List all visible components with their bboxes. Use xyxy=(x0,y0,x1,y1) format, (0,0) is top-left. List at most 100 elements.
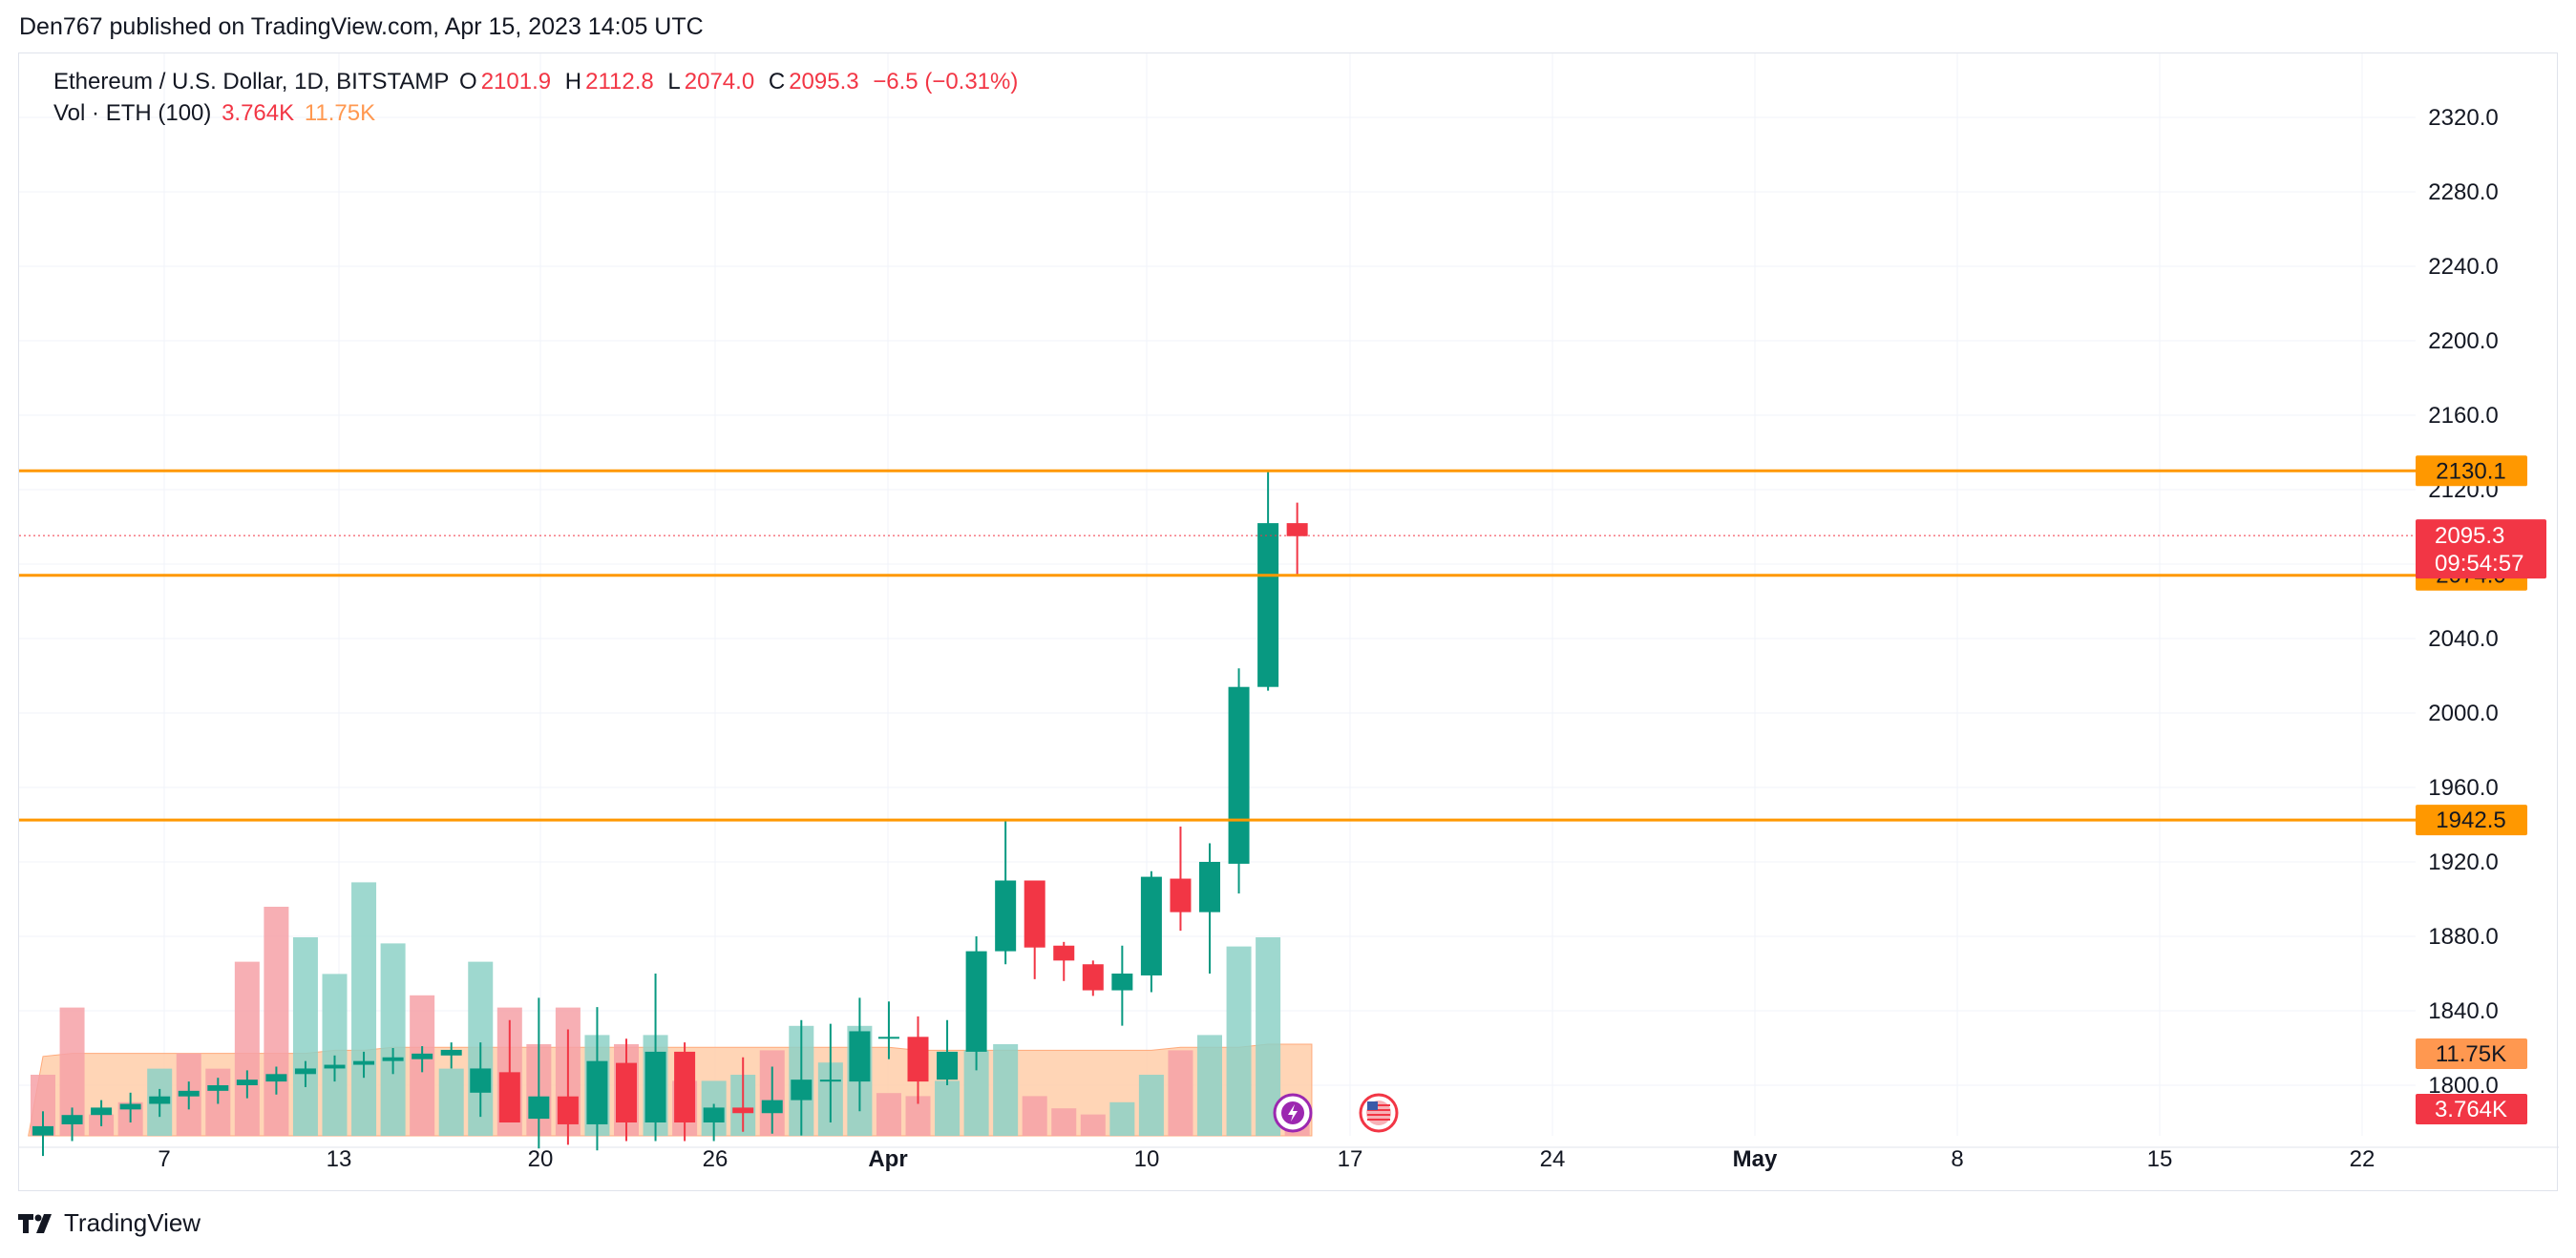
volume-bar xyxy=(1197,1035,1222,1136)
change-value: −6.5 (−0.31%) xyxy=(873,69,1019,94)
y-tick-label: 2200.0 xyxy=(2428,328,2498,354)
last-price-label: 2095.3 xyxy=(2435,523,2504,549)
high-label: H xyxy=(564,69,582,94)
candle-body xyxy=(819,1080,841,1082)
volume-bar xyxy=(1168,1050,1193,1136)
y-tick-label: 2040.0 xyxy=(2428,626,2498,652)
x-tick-label: 7 xyxy=(158,1146,170,1172)
candle-body xyxy=(965,951,987,1052)
x-tick-label: 8 xyxy=(1951,1146,1963,1172)
volume-bar xyxy=(351,882,377,1136)
volume-legend: Vol · ETH (100) 3.764K 11.75K xyxy=(53,100,379,127)
volume-current-badge xyxy=(2416,1094,2527,1124)
volume-bar xyxy=(234,961,260,1136)
volume-current-badge-label: 3.764K xyxy=(2435,1097,2507,1122)
chart-frame[interactable]: 2320.02280.02240.02200.02160.02120.02080… xyxy=(18,52,2559,1192)
volume-ma-badge-label: 11.75K xyxy=(2436,1041,2506,1067)
low-label: L xyxy=(667,69,681,94)
volume-label[interactable]: Vol · ETH (100) xyxy=(53,100,212,126)
us-flag-canton xyxy=(1367,1101,1378,1110)
candle-body xyxy=(178,1090,200,1097)
volume-bar xyxy=(1226,946,1252,1136)
candle-body xyxy=(1111,974,1133,991)
symbol-title[interactable]: Ethereum / U.S. Dollar, 1D, BITSTAMP xyxy=(53,69,450,94)
x-tick-label: 17 xyxy=(1338,1146,1363,1172)
low-value: 2074.0 xyxy=(684,69,755,94)
volume-bar xyxy=(1022,1096,1047,1136)
candle-body xyxy=(412,1053,433,1059)
lightning-event-icon[interactable] xyxy=(1273,1093,1313,1133)
y-tick-label: 1960.0 xyxy=(2428,775,2498,801)
x-tick-label: May xyxy=(1733,1146,1778,1172)
candle-body xyxy=(995,880,1017,952)
y-tick-label: 2320.0 xyxy=(2428,105,2498,131)
open-value: 2101.9 xyxy=(480,69,552,94)
volume-bar xyxy=(1138,1075,1164,1136)
countdown-label: 09:54:57 xyxy=(2435,551,2523,577)
candle-body xyxy=(149,1096,171,1104)
candle-body xyxy=(1082,964,1104,991)
volume-bar xyxy=(1109,1101,1135,1136)
candle-body xyxy=(61,1115,83,1124)
close-value: 2095.3 xyxy=(789,69,859,94)
published-by-text: Den767 published on TradingView.com, Apr… xyxy=(19,13,704,40)
candle-body xyxy=(265,1074,287,1082)
candle-body xyxy=(1053,945,1075,961)
volume-bar xyxy=(1080,1114,1106,1136)
candle-body xyxy=(1140,876,1162,975)
candle-body xyxy=(1286,523,1308,536)
level-price-label: 2130.1 xyxy=(2436,458,2505,484)
tradingview-logo-icon xyxy=(18,1213,52,1233)
volume-ma-value: 11.75K xyxy=(304,100,376,126)
x-tick-label: 26 xyxy=(703,1146,728,1172)
y-tick-label: 2280.0 xyxy=(2428,179,2498,205)
candle-body xyxy=(1170,878,1192,912)
volume-value: 3.764K xyxy=(222,100,295,126)
volume-ma-badge xyxy=(2416,1038,2527,1069)
candle-body xyxy=(732,1107,754,1114)
candles xyxy=(32,471,1308,1157)
candle-body xyxy=(91,1107,113,1116)
volume-bar xyxy=(876,1093,901,1136)
price-chart[interactable]: 2320.02280.02240.02200.02160.02120.02080… xyxy=(19,53,2559,1192)
y-tick-label: 1920.0 xyxy=(2428,849,2498,875)
candle-body xyxy=(236,1080,258,1085)
candle-body xyxy=(644,1051,666,1122)
volume-bar xyxy=(322,974,348,1136)
candle-body xyxy=(703,1107,725,1122)
candle-body xyxy=(470,1068,492,1093)
candle-body xyxy=(32,1125,53,1136)
candle-body xyxy=(1228,686,1250,864)
last-price-badge xyxy=(2416,519,2546,579)
symbol-legend: Ethereum / U.S. Dollar, 1D, BITSTAMP O 21… xyxy=(53,69,1022,95)
candle-body xyxy=(791,1080,813,1101)
y-tick-label: 2160.0 xyxy=(2428,403,2498,429)
candle-body xyxy=(674,1051,696,1122)
x-tick-label: 13 xyxy=(327,1146,352,1172)
close-label: C xyxy=(768,69,786,94)
high-value: 2112.8 xyxy=(585,69,654,94)
volume-bar xyxy=(292,937,318,1136)
open-label: O xyxy=(459,69,477,94)
candle-body xyxy=(907,1037,929,1082)
us-flag-event-icon[interactable] xyxy=(1359,1093,1399,1133)
candle-body xyxy=(294,1068,316,1075)
y-tick-label: 2000.0 xyxy=(2428,701,2498,726)
x-tick-label: 24 xyxy=(1540,1146,1566,1172)
candle-body xyxy=(324,1064,346,1069)
volume-bar xyxy=(438,1068,464,1136)
level-price-label: 1942.5 xyxy=(2436,807,2505,833)
lightning-bolt-icon xyxy=(1288,1104,1298,1122)
candle-body xyxy=(937,1051,959,1080)
candle-body xyxy=(207,1085,229,1091)
candle-body xyxy=(586,1060,608,1124)
level-price-badge xyxy=(2416,455,2527,487)
volume-bar xyxy=(993,1044,1019,1136)
x-tick-label: 15 xyxy=(2147,1146,2173,1172)
tradingview-footer[interactable]: TradingView xyxy=(18,1208,201,1238)
candle-body xyxy=(849,1031,871,1082)
volume-bar xyxy=(1051,1108,1077,1136)
tradingview-brand: TradingView xyxy=(64,1208,201,1237)
candle-body xyxy=(761,1100,783,1114)
candle-body xyxy=(353,1060,375,1065)
